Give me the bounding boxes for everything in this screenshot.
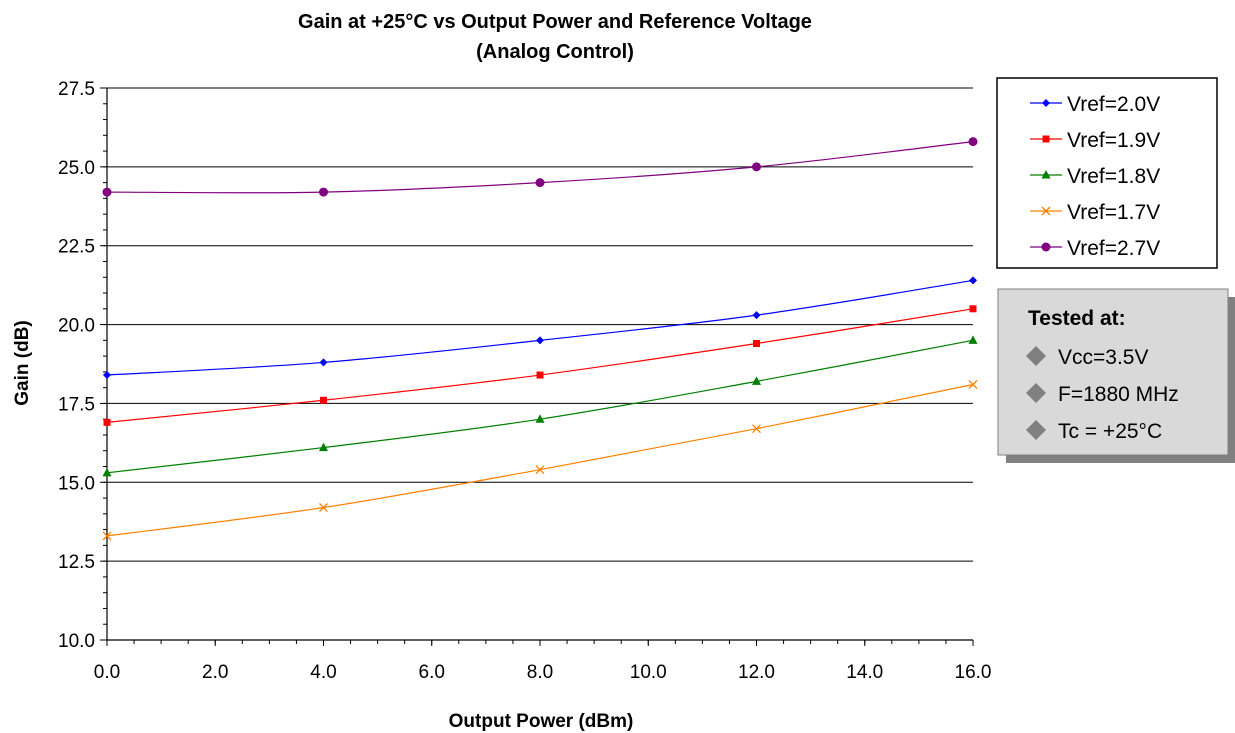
legend-label: Vref=2.0V	[1067, 93, 1160, 116]
x-tick-labels: 0.0 2.0 4.0 6.0 8.0 10.0 12.0 14.0 16.0	[94, 662, 992, 683]
data-point	[103, 371, 111, 380]
legend-item: Vref=1.8V	[1030, 165, 1160, 188]
legend-marker	[1041, 206, 1051, 216]
x-tick-label: 0.0	[94, 662, 120, 683]
data-point	[968, 137, 978, 147]
legend-item: Vref=2.0V	[1030, 93, 1160, 116]
y-tick-labels: 10.0 12.5 15.0 17.5 20.0 22.5 25.0 27.5	[58, 79, 95, 652]
data-point	[320, 396, 327, 404]
legend-box	[996, 77, 1218, 269]
data-point	[102, 467, 112, 477]
data-point	[752, 162, 761, 172]
legend-label: Vref=1.7V	[1067, 201, 1160, 224]
y-tick-label: 25.0	[58, 158, 95, 179]
x-tick-label: 10.0	[630, 662, 667, 683]
diamond-bullet-icon	[1026, 383, 1046, 403]
x-tick-label: 16.0	[955, 662, 992, 683]
x-tick-label: 8.0	[527, 662, 553, 683]
note-item: F=1880 MHz	[1026, 383, 1179, 406]
data-point	[752, 311, 761, 320]
data-point	[752, 424, 761, 434]
y-tick-label: 15.0	[58, 473, 95, 494]
y-tick-label: 10.0	[58, 631, 95, 652]
y-axis-label: Gain (dB)	[12, 320, 33, 406]
series-Vref=2.0V	[103, 276, 977, 380]
data-point	[102, 531, 112, 541]
legend-item: Vref=2.7V	[1030, 237, 1160, 260]
x-tick-label: 14.0	[846, 662, 883, 683]
chart-subtitle: (Analog Control)	[476, 41, 634, 63]
legend-label: Vref=1.9V	[1067, 129, 1160, 152]
data-point	[536, 336, 544, 345]
legend-marker	[1041, 242, 1051, 252]
data-point	[535, 414, 545, 423]
legend-marker	[1041, 170, 1051, 179]
y-tick-label: 22.5	[58, 237, 95, 258]
data-point	[319, 187, 328, 197]
note-item: Tc = +25°C	[1026, 420, 1162, 443]
note-item: Vcc=3.5V	[1026, 346, 1148, 369]
legend-item: Vref=1.9V	[1030, 129, 1160, 152]
note-item-text: Vcc=3.5V	[1058, 346, 1148, 369]
diamond-bullet-icon	[1026, 420, 1046, 440]
legend-label: Vref=1.8V	[1067, 165, 1160, 188]
legend: Vref=2.0V Vref=1.9V Vref=1.8V Vref=1.7V Vref…	[996, 77, 1218, 269]
note-item-text: F=1880 MHz	[1058, 383, 1179, 406]
note-title: Tested at:	[1028, 307, 1126, 330]
note-item-text: Tc = +25°C	[1058, 420, 1162, 443]
y-tick-label: 27.5	[58, 79, 95, 100]
gridlines	[107, 87, 973, 562]
data-point	[535, 465, 545, 475]
data-point	[319, 503, 328, 512]
data-point	[968, 380, 978, 389]
legend-marker	[1042, 135, 1050, 143]
data-point	[103, 418, 111, 426]
series-Vref=2.7V	[102, 137, 978, 197]
legend-item: Vref=1.7V	[1030, 201, 1160, 224]
y-tick-label: 20.0	[58, 316, 95, 337]
data-point	[753, 339, 760, 347]
data-point	[969, 276, 977, 285]
data-point	[968, 335, 978, 344]
series-Vref=1.9V	[103, 305, 977, 426]
data-point	[102, 187, 112, 197]
x-tick-label: 12.0	[738, 662, 775, 683]
legend-label: Vref=2.7V	[1067, 237, 1160, 260]
x-tick-label: 6.0	[419, 662, 445, 683]
series-Vref=1.7V	[102, 380, 978, 541]
data-point	[535, 178, 545, 188]
x-axis-label: Output Power (dBm)	[449, 711, 634, 732]
series-line	[106, 383, 974, 537]
test-conditions-box: Tested at: Vcc=3.5V F=1880 MHz Tc = +25°C	[997, 288, 1235, 463]
x-tick-label: 4.0	[310, 662, 336, 683]
series-line	[106, 279, 974, 376]
series-Vref=1.8V	[102, 335, 978, 477]
data-point	[319, 358, 328, 367]
series-layer	[102, 137, 978, 541]
data-point	[969, 305, 977, 313]
diamond-bullet-icon	[1026, 346, 1046, 366]
axes	[100, 87, 974, 646]
y-tick-label: 12.5	[58, 552, 95, 573]
y-tick-label: 17.5	[58, 394, 95, 415]
x-tick-label: 2.0	[202, 662, 228, 683]
series-line	[106, 339, 974, 474]
data-point	[752, 376, 761, 385]
data-point	[319, 442, 328, 452]
data-point	[536, 371, 544, 379]
chart-title: Gain at +25°C vs Output Power and Refere…	[298, 11, 812, 33]
legend-marker	[1042, 99, 1050, 107]
